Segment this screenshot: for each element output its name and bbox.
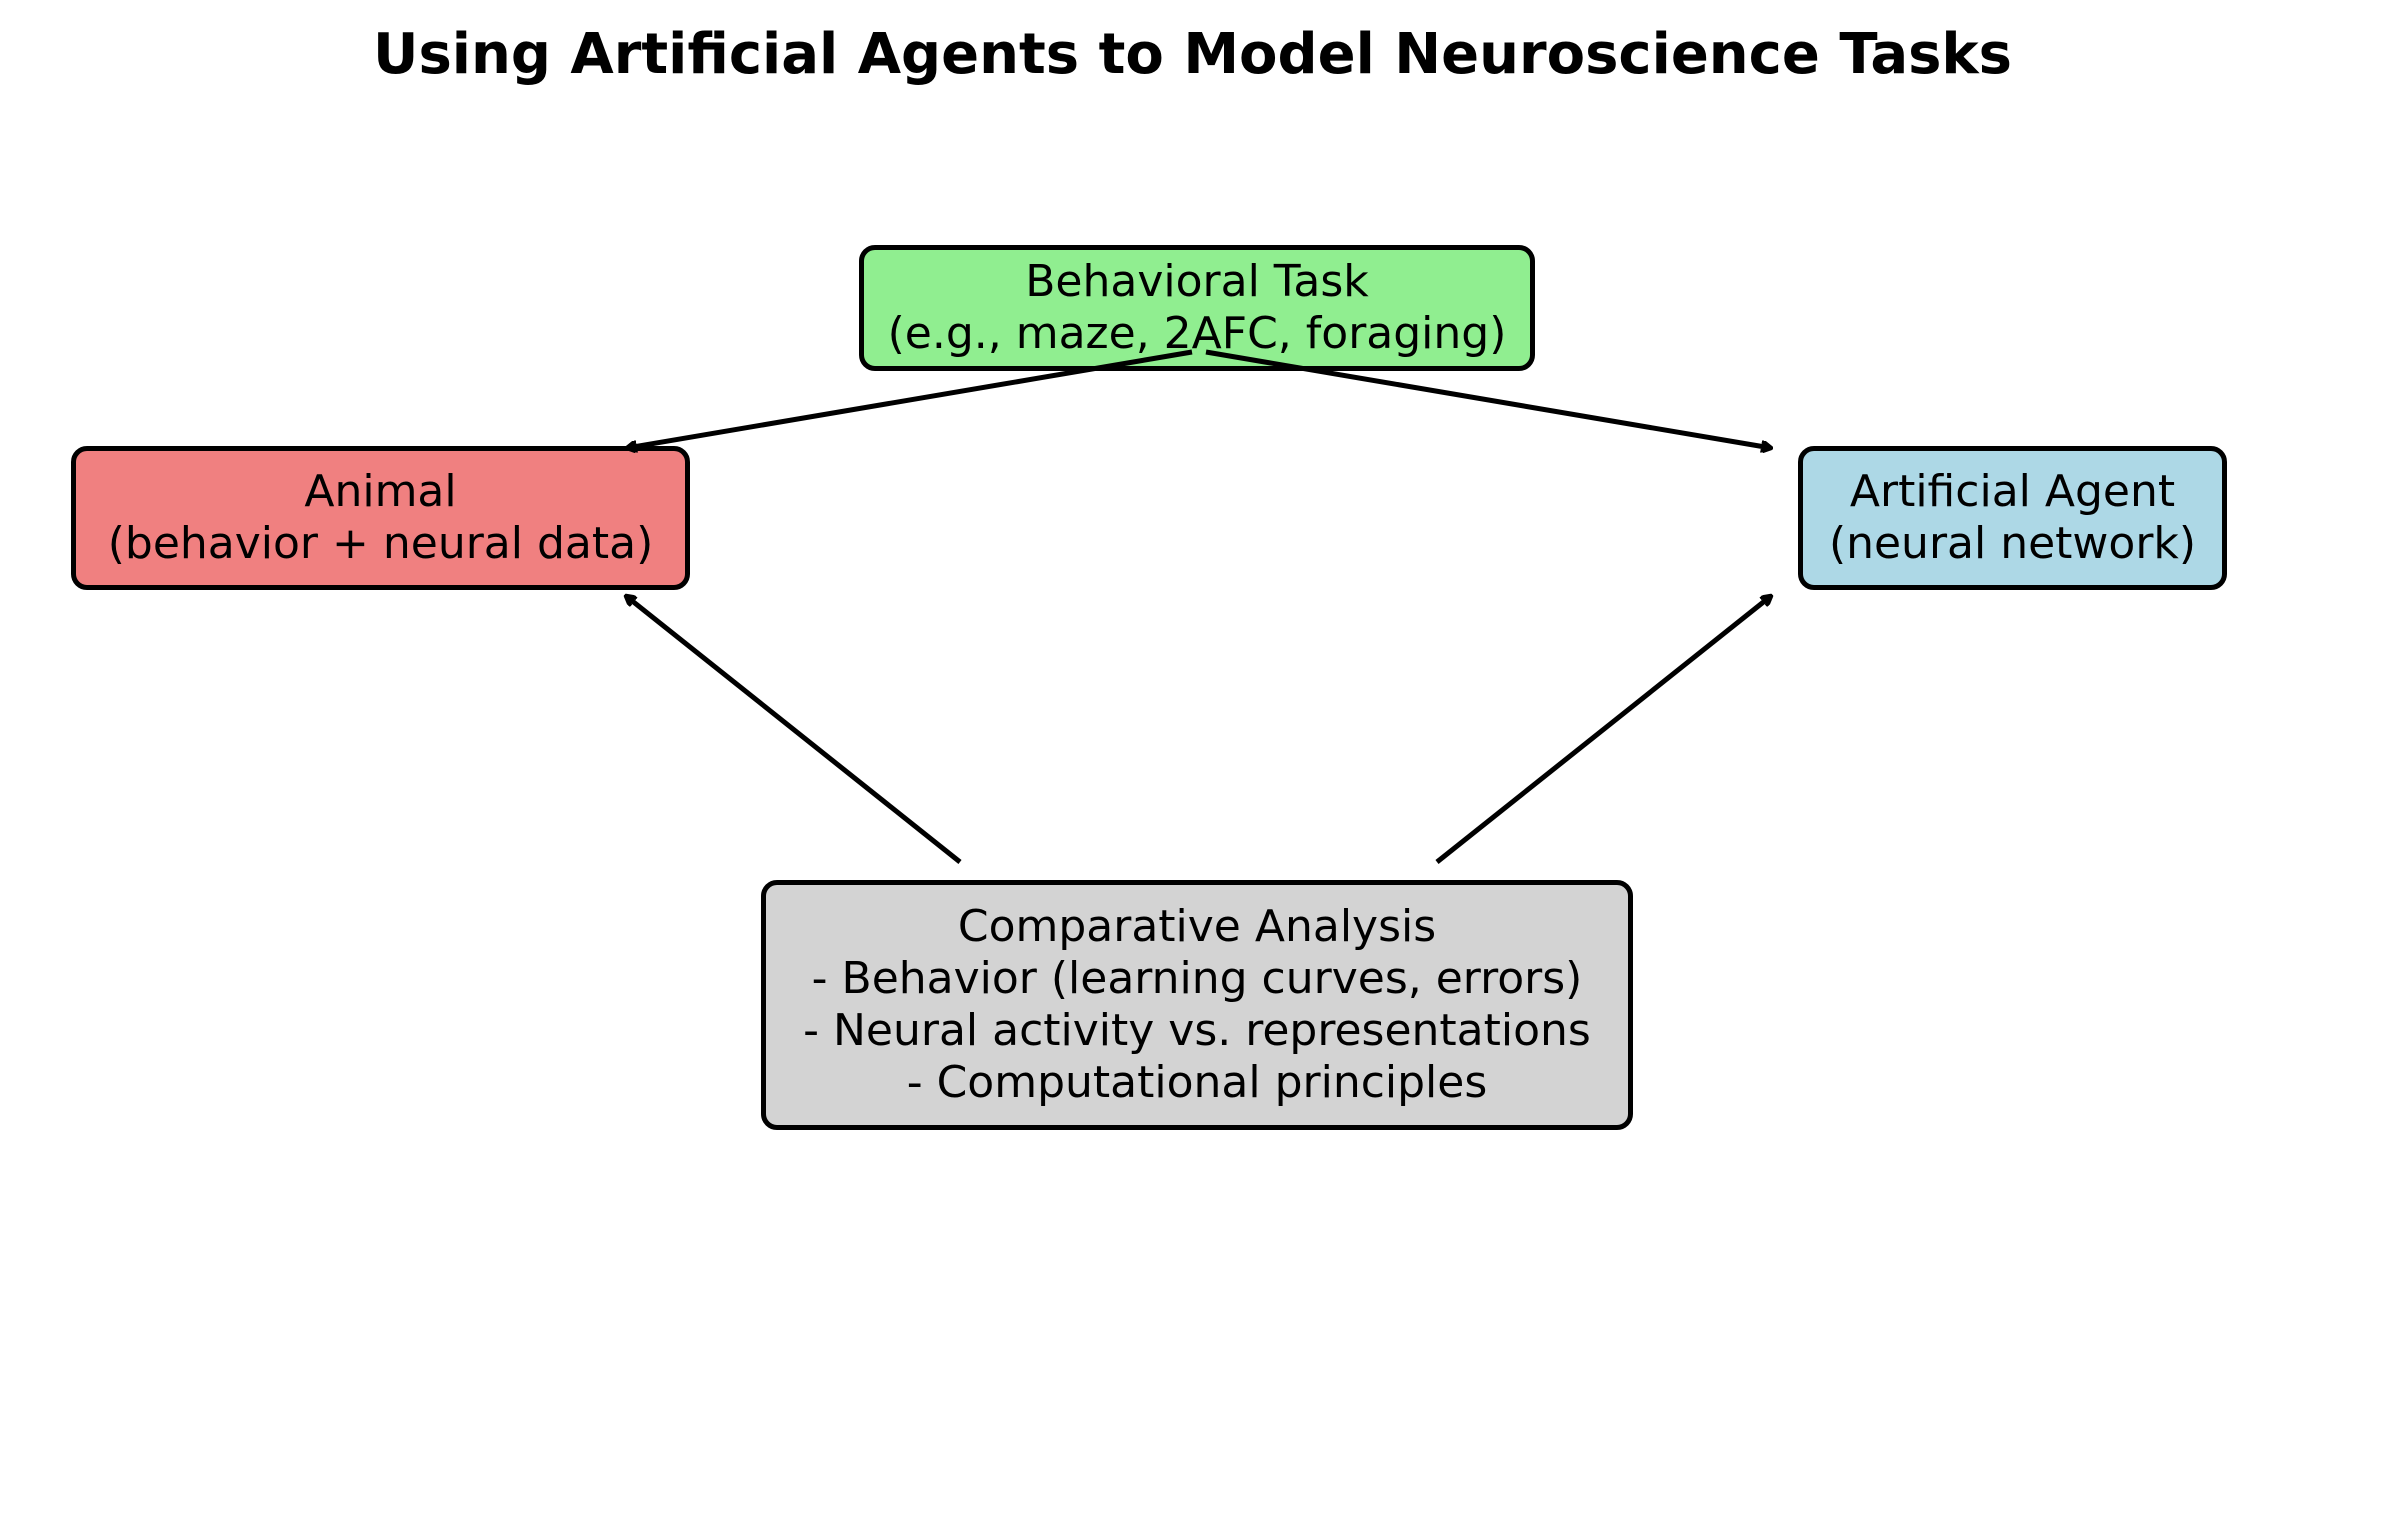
arrow-analysis-to-animal — [626, 596, 962, 864]
comparative-analysis-neural-item: - Neural activity vs. representations — [803, 1005, 1591, 1056]
comparative-analysis-behavior-item: - Behavior (learning curves, errors) — [811, 953, 1583, 1004]
artificial-agent-description: (neural network) — [1828, 518, 2197, 569]
behavioral-task-examples: (e.g., maze, 2AFC, foraging) — [887, 308, 1507, 359]
animal-label: Animal — [304, 466, 457, 517]
diagram-title: Using Artificial Agents to Model Neurosc… — [372, 22, 2013, 87]
arrow-analysis-to-agent — [1435, 596, 1771, 864]
comparative-analysis-label: Comparative Analysis — [957, 901, 1437, 952]
comparative-analysis-node: Comparative Analysis - Behavior (learnin… — [761, 880, 1633, 1130]
artificial-agent-label: Artificial Agent — [1849, 466, 2176, 517]
artificial-agent-node: Artificial Agent (neural network) — [1798, 446, 2227, 590]
animal-description: (behavior + neural data) — [107, 518, 654, 569]
behavioral-task-node: Behavioral Task (e.g., maze, 2AFC, forag… — [859, 245, 1535, 371]
comparative-analysis-principles-item: - Computational principles — [906, 1057, 1488, 1108]
behavioral-task-label: Behavioral Task — [1025, 256, 1369, 307]
animal-node: Animal (behavior + neural data) — [71, 446, 690, 590]
